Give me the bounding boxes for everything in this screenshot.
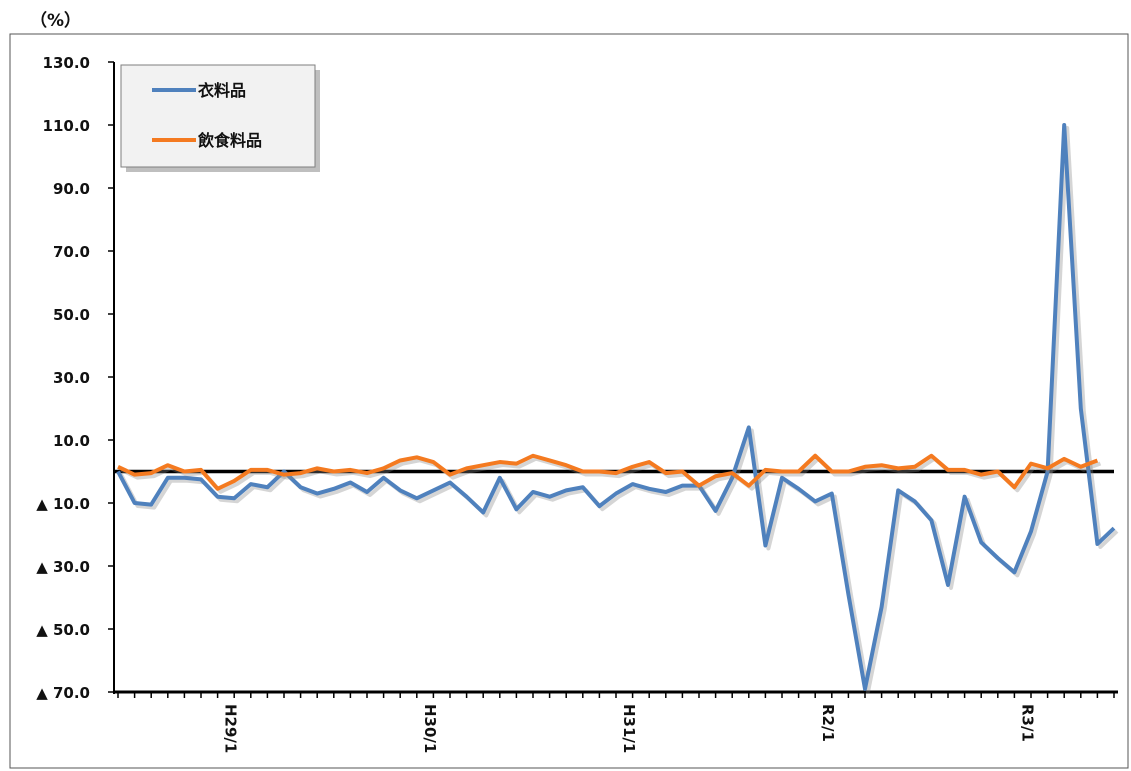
legend-box <box>120 64 316 168</box>
y-tick-label: 90.0 <box>53 180 90 198</box>
y-tick-label: ▲ 50.0 <box>36 621 90 639</box>
series-line-food <box>117 453 1099 491</box>
y-tick-label: ▲ 10.0 <box>36 495 90 513</box>
y-tick-label: 10.0 <box>53 432 90 450</box>
x-axis-ticks: H29/1 H30/1 H31/1 R2/1 R3/1 <box>117 692 1115 753</box>
y-tick-label: 110.0 <box>43 117 90 135</box>
series-layer <box>116 123 1119 694</box>
y-tick-label: ▲ 30.0 <box>36 558 90 576</box>
y-tick-label: ▲ 70.0 <box>36 684 90 702</box>
x-tick-label: H30/1 <box>421 704 439 753</box>
y-tick-label: 30.0 <box>53 369 90 387</box>
y-tick-label: 50.0 <box>53 306 90 324</box>
legend: 衣料品 飲食料品 <box>120 64 320 172</box>
x-tick-label: R2/1 <box>819 704 837 742</box>
y-tick-label: 130.0 <box>43 54 90 72</box>
plot-frame <box>9 33 1129 769</box>
x-tick-label: H29/1 <box>222 704 240 753</box>
series-shadow <box>119 126 1119 694</box>
legend-label-food: 飲食料品 <box>197 131 262 150</box>
legend-label-clothing: 衣料品 <box>198 81 246 100</box>
x-tick-label: R3/1 <box>1018 704 1036 742</box>
y-unit-label: （%） <box>30 10 81 31</box>
y-axis-ticks: 130.0 110.0 90.0 70.0 50.0 30.0 10.0 ▲ 10.0 ▲ 30… <box>36 54 114 702</box>
y-tick-label: 70.0 <box>53 243 90 261</box>
x-tick-label: H31/1 <box>620 704 638 753</box>
series-line-clothing <box>116 123 1116 691</box>
